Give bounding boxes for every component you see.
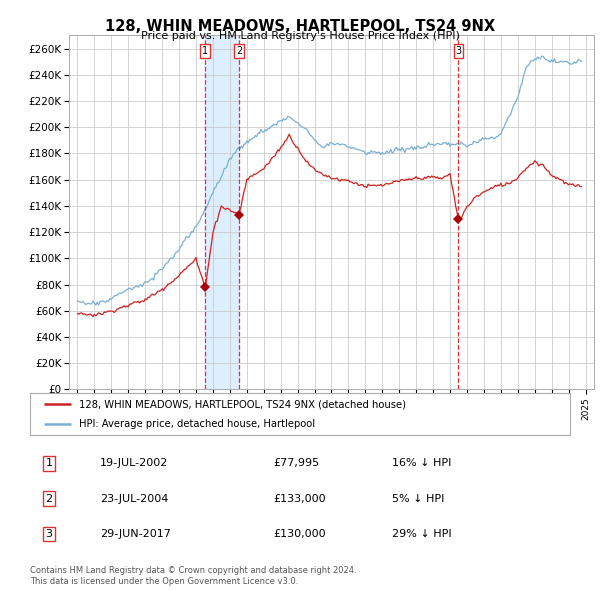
Text: 29% ↓ HPI: 29% ↓ HPI [392,529,451,539]
Text: 1: 1 [46,458,52,468]
Text: This data is licensed under the Open Government Licence v3.0.: This data is licensed under the Open Gov… [30,577,298,586]
Text: £133,000: £133,000 [273,494,326,503]
Text: Contains HM Land Registry data © Crown copyright and database right 2024.: Contains HM Land Registry data © Crown c… [30,566,356,575]
Text: 29-JUN-2017: 29-JUN-2017 [100,529,171,539]
Text: 1: 1 [202,46,208,56]
Text: 3: 3 [46,529,52,539]
Text: 19-JUL-2002: 19-JUL-2002 [100,458,169,468]
Text: 3: 3 [455,46,461,56]
Text: 128, WHIN MEADOWS, HARTLEPOOL, TS24 9NX (detached house): 128, WHIN MEADOWS, HARTLEPOOL, TS24 9NX … [79,399,406,409]
Text: Price paid vs. HM Land Registry's House Price Index (HPI): Price paid vs. HM Land Registry's House … [140,31,460,41]
Text: £77,995: £77,995 [273,458,319,468]
Text: 2: 2 [236,46,242,56]
Bar [205,35,239,389]
Text: £130,000: £130,000 [273,529,326,539]
Text: 23-JUL-2004: 23-JUL-2004 [100,494,169,503]
Text: 128, WHIN MEADOWS, HARTLEPOOL, TS24 9NX: 128, WHIN MEADOWS, HARTLEPOOL, TS24 9NX [105,19,495,34]
FancyBboxPatch shape [30,393,570,435]
Text: 16% ↓ HPI: 16% ↓ HPI [392,458,451,468]
Text: 2: 2 [46,494,52,503]
Text: 5% ↓ HPI: 5% ↓ HPI [392,494,444,503]
Text: HPI: Average price, detached house, Hartlepool: HPI: Average price, detached house, Hart… [79,419,315,429]
